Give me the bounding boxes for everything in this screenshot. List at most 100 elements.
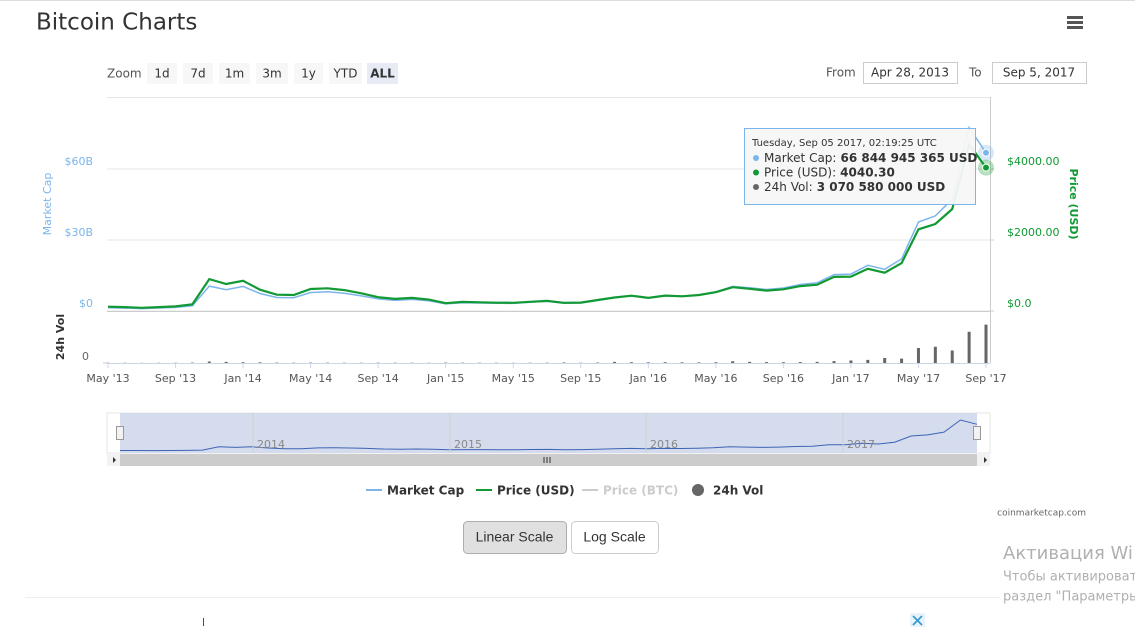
- navigator-handle[interactable]: [973, 426, 981, 440]
- zoom-button-label: YTD: [333, 67, 358, 81]
- legend-label[interactable]: Market Cap: [387, 484, 465, 498]
- y2-tick-label: $2000.00: [1007, 226, 1060, 239]
- from-value: Apr 28, 2013: [871, 66, 949, 80]
- tooltip-row-value: 66 844 945 365 USD: [840, 151, 977, 165]
- volume-bar: [680, 362, 684, 363]
- from-input[interactable]: [863, 62, 958, 84]
- volume-bar: [646, 362, 650, 363]
- volume-bar: [849, 360, 853, 363]
- zoom-button[interactable]: [219, 63, 250, 84]
- tooltip-row: Market Cap: 66 844 945 365 USD: [764, 151, 977, 165]
- hover-marker: [982, 148, 990, 157]
- volume-bar: [613, 361, 617, 363]
- x-tick-label: Sep '16: [763, 372, 804, 385]
- volume-bar: [697, 362, 701, 363]
- scale-button[interactable]: [571, 521, 659, 554]
- volume-bar: [815, 361, 819, 363]
- tooltip-dot: [753, 169, 759, 176]
- volume-bar: [663, 362, 667, 363]
- to-label: To: [968, 66, 982, 80]
- navigator-line: [120, 419, 978, 452]
- volume-bar: [207, 361, 211, 363]
- zoom-button-label: 1d: [154, 67, 169, 81]
- tooltip-date: Tuesday, Sep 05 2017, 02:19:25 UTC: [751, 138, 937, 149]
- hover-marker: [982, 163, 990, 172]
- x-tick-label: Sep '17: [965, 372, 1006, 385]
- scrollbar-grip: [543, 457, 551, 463]
- volume-bar: [241, 362, 245, 363]
- series-line: [107, 141, 987, 309]
- vol-tick-label: 0: [82, 350, 89, 363]
- volume-bar: [748, 361, 752, 363]
- zoom-button[interactable]: [367, 63, 398, 84]
- x-tick-label: Sep '15: [560, 372, 601, 385]
- tooltip-row-value: 3 070 580 000 USD: [817, 180, 946, 194]
- scale-button[interactable]: [463, 521, 567, 554]
- y-axis-title: Market Cap: [41, 173, 54, 236]
- zoom-button-label: 3m: [262, 67, 281, 81]
- tooltip-row-label: Market Cap:: [764, 151, 836, 165]
- x-tick-label: Jan '16: [629, 372, 667, 385]
- zoom-button[interactable]: [329, 63, 362, 84]
- y-tick-label: $60B: [64, 155, 93, 168]
- x-tick-label: May '15: [492, 372, 535, 385]
- x-tick-label: Sep '14: [358, 372, 399, 385]
- y2-tick-label: $4000.00: [1007, 155, 1060, 168]
- volume-bar: [731, 361, 735, 363]
- x-tick-label: Jan '17: [831, 372, 869, 385]
- volume-bar: [798, 362, 802, 363]
- menu-bar: [1067, 21, 1083, 24]
- zoom-button[interactable]: [294, 63, 323, 84]
- zoom-button-label: 1m: [225, 67, 244, 81]
- credit: coinmarketcap.com: [997, 509, 1086, 519]
- legend-label[interactable]: Price (USD): [497, 484, 575, 498]
- legend-label[interactable]: Price (BTC): [603, 484, 678, 498]
- volume-bar: [629, 362, 633, 363]
- menu-bar: [1067, 26, 1083, 29]
- zoom-button[interactable]: [147, 63, 177, 84]
- navigator-label: 2015: [454, 438, 482, 451]
- x-tick-label: Sep '13: [155, 372, 196, 385]
- y2-tick-label: $0.0: [1007, 297, 1032, 310]
- tooltip-box: [744, 128, 976, 205]
- volume-bar: [933, 346, 937, 363]
- zoom-button[interactable]: [256, 63, 288, 84]
- volume-bar: [781, 362, 785, 363]
- scroll-left[interactable]: [113, 457, 116, 463]
- zoom-button[interactable]: [183, 63, 213, 84]
- volume-bar: [765, 362, 768, 363]
- volume-bar: [900, 358, 904, 363]
- scroll-right[interactable]: [984, 457, 987, 463]
- tooltip-dot: [753, 184, 759, 190]
- vol-axis-title: 24h Vol: [54, 314, 67, 360]
- volume-bar: [883, 358, 887, 363]
- navigator-selection[interactable]: [120, 413, 977, 453]
- volume-bar: [562, 362, 566, 363]
- tooltip-row-label: 24h Vol:: [764, 180, 813, 194]
- tooltip-dot: [753, 155, 759, 161]
- scale-button-label: Log Scale: [583, 529, 645, 545]
- volume-bar: [866, 359, 870, 363]
- to-input[interactable]: [992, 62, 1087, 84]
- legend-label[interactable]: 24h Vol: [713, 484, 763, 498]
- navigator-label: 2016: [650, 438, 678, 451]
- scale-button-label: Linear Scale: [476, 529, 554, 545]
- x-tick-label: May '16: [694, 372, 737, 385]
- x-tick-label: May '17: [897, 372, 940, 385]
- volume-bar: [967, 331, 971, 363]
- watermark-text: Активация Wi: [1003, 543, 1133, 564]
- volume-bar: [224, 361, 228, 363]
- legend-symbol: [692, 484, 704, 496]
- navigator-handle[interactable]: [116, 426, 124, 440]
- volume-bar: [984, 324, 988, 363]
- zoom-button-label: 7d: [190, 67, 205, 81]
- volume-bar: [916, 348, 920, 363]
- volume-bar: [950, 350, 954, 363]
- close-ad[interactable]: [910, 613, 925, 627]
- menu-icon[interactable]: [1067, 16, 1083, 29]
- from-label: From: [826, 66, 856, 80]
- scrollbar-thumb[interactable]: [120, 454, 977, 466]
- watermark-text: Чтобы активироват: [1003, 570, 1135, 585]
- tooltip-row-value: 4040.30: [840, 165, 895, 179]
